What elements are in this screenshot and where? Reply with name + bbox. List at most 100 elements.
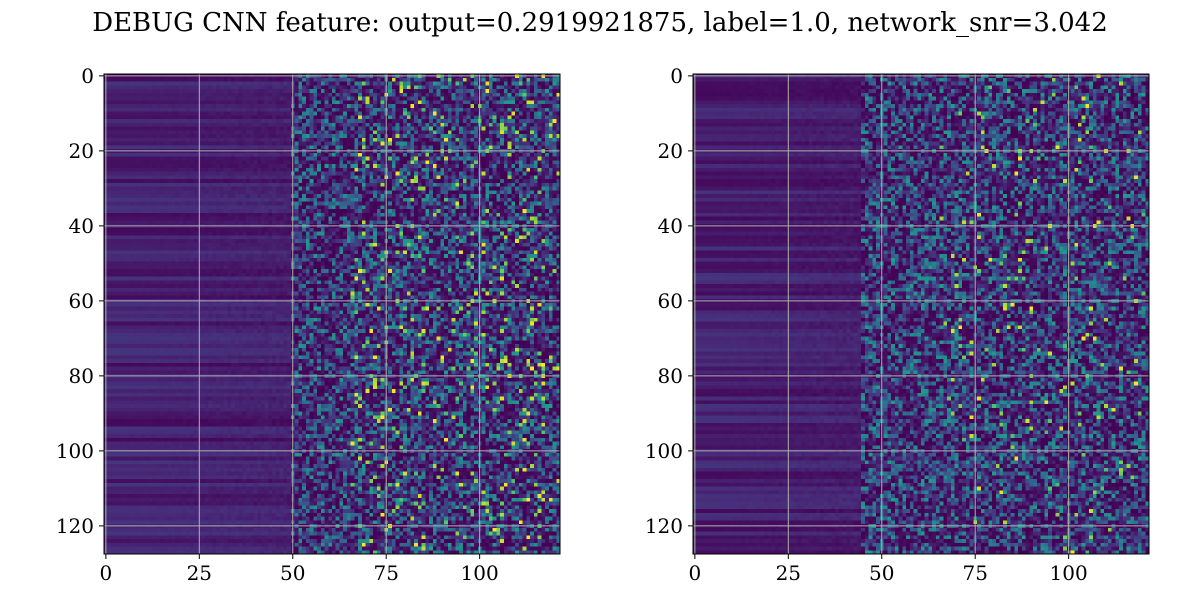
heatmap-cell xyxy=(201,179,205,183)
heatmap-cell xyxy=(459,123,463,127)
heatmap-cell xyxy=(261,202,265,206)
heatmap-cell xyxy=(493,202,497,206)
heatmap-cell xyxy=(392,100,396,104)
heatmap-cell xyxy=(239,97,243,101)
heatmap-cell xyxy=(452,108,456,112)
heatmap-cell xyxy=(186,157,190,161)
heatmap-cell xyxy=(511,145,515,149)
heatmap-cell xyxy=(254,213,258,217)
heatmap-cell xyxy=(470,78,474,82)
heatmap-cell xyxy=(302,134,306,138)
heatmap-cell xyxy=(511,183,515,187)
heatmap-cell xyxy=(201,134,205,138)
heatmap-cell xyxy=(119,205,123,209)
heatmap-cell xyxy=(347,172,351,176)
heatmap-cell xyxy=(280,119,284,123)
heatmap-cell xyxy=(459,138,463,142)
heatmap-cell xyxy=(362,97,366,101)
heatmap-cell xyxy=(523,112,527,116)
heatmap-cell xyxy=(108,104,112,108)
heatmap-cell xyxy=(254,134,258,138)
heatmap-cell xyxy=(111,164,115,168)
heatmap-cell xyxy=(369,82,373,86)
heatmap-cell xyxy=(493,100,497,104)
heatmap-cell xyxy=(149,138,153,142)
heatmap-cell xyxy=(354,153,358,157)
heatmap-cell xyxy=(239,175,243,179)
heatmap-cell xyxy=(250,187,254,191)
heatmap-cell xyxy=(216,172,220,176)
heatmap-cell xyxy=(153,134,157,138)
heatmap-cell xyxy=(508,78,512,82)
heatmap-cell xyxy=(156,153,160,157)
heatmap-cell xyxy=(201,209,205,213)
heatmap-cell xyxy=(134,78,138,82)
heatmap-cell xyxy=(254,209,258,213)
heatmap-cell xyxy=(444,82,448,86)
heatmap-cell xyxy=(298,187,302,191)
heatmap-cell xyxy=(511,175,515,179)
heatmap-cell xyxy=(366,78,370,82)
heatmap-cell xyxy=(403,198,407,202)
heatmap-cell xyxy=(422,213,426,217)
heatmap-cell xyxy=(171,85,175,89)
heatmap-cell xyxy=(403,115,407,119)
heatmap-cell xyxy=(496,217,500,221)
heatmap-cell xyxy=(474,205,478,209)
heatmap-cell xyxy=(123,119,127,123)
heatmap-cell xyxy=(328,168,332,172)
heatmap-cell xyxy=(545,142,549,146)
heatmap-cell xyxy=(168,97,172,101)
heatmap-cell xyxy=(310,112,314,116)
heatmap-cell xyxy=(231,175,235,179)
heatmap-cell xyxy=(115,187,119,191)
heatmap-cell xyxy=(362,115,366,119)
heatmap-cell xyxy=(433,93,437,97)
heatmap-cell xyxy=(201,119,205,123)
heatmap-cell xyxy=(123,202,127,206)
heatmap-cell xyxy=(182,108,186,112)
heatmap-cell xyxy=(310,82,314,86)
heatmap-cell xyxy=(485,213,489,217)
heatmap-cell xyxy=(455,175,459,179)
heatmap-cell xyxy=(381,97,385,101)
heatmap-cell xyxy=(549,115,553,119)
heatmap-cell xyxy=(216,202,220,206)
heatmap-cell xyxy=(235,179,239,183)
heatmap-cell xyxy=(235,153,239,157)
heatmap-cell xyxy=(302,82,306,86)
heatmap-cell xyxy=(325,175,329,179)
heatmap-cell xyxy=(523,160,527,164)
heatmap-cell xyxy=(130,202,134,206)
heatmap-cell xyxy=(168,78,172,82)
heatmap-cell xyxy=(403,217,407,221)
heatmap-cell xyxy=(298,100,302,104)
heatmap-cell xyxy=(339,123,343,127)
heatmap-cell xyxy=(231,209,235,213)
heatmap-cell xyxy=(418,138,422,142)
heatmap-cell xyxy=(141,209,145,213)
heatmap-cell xyxy=(410,93,414,97)
heatmap-cell xyxy=(508,209,512,213)
heatmap-cell xyxy=(396,220,400,224)
heatmap-cell xyxy=(351,190,355,194)
heatmap-cell xyxy=(239,115,243,119)
heatmap-cell xyxy=(239,104,243,108)
heatmap-cell xyxy=(145,157,149,161)
heatmap-cell xyxy=(201,164,205,168)
heatmap-cell xyxy=(369,89,373,93)
heatmap-cell xyxy=(452,205,456,209)
heatmap-cell xyxy=(399,112,403,116)
heatmap-cell xyxy=(429,130,433,134)
heatmap-cell xyxy=(216,160,220,164)
heatmap-cell xyxy=(235,183,239,187)
heatmap-cell xyxy=(347,78,351,82)
heatmap-cell xyxy=(377,142,381,146)
heatmap-cell xyxy=(452,130,456,134)
heatmap-cell xyxy=(336,168,340,172)
heatmap-cell xyxy=(474,209,478,213)
heatmap-cell xyxy=(283,97,287,101)
heatmap-cell xyxy=(227,78,231,82)
heatmap-cell xyxy=(504,138,508,142)
heatmap-cell xyxy=(493,145,497,149)
